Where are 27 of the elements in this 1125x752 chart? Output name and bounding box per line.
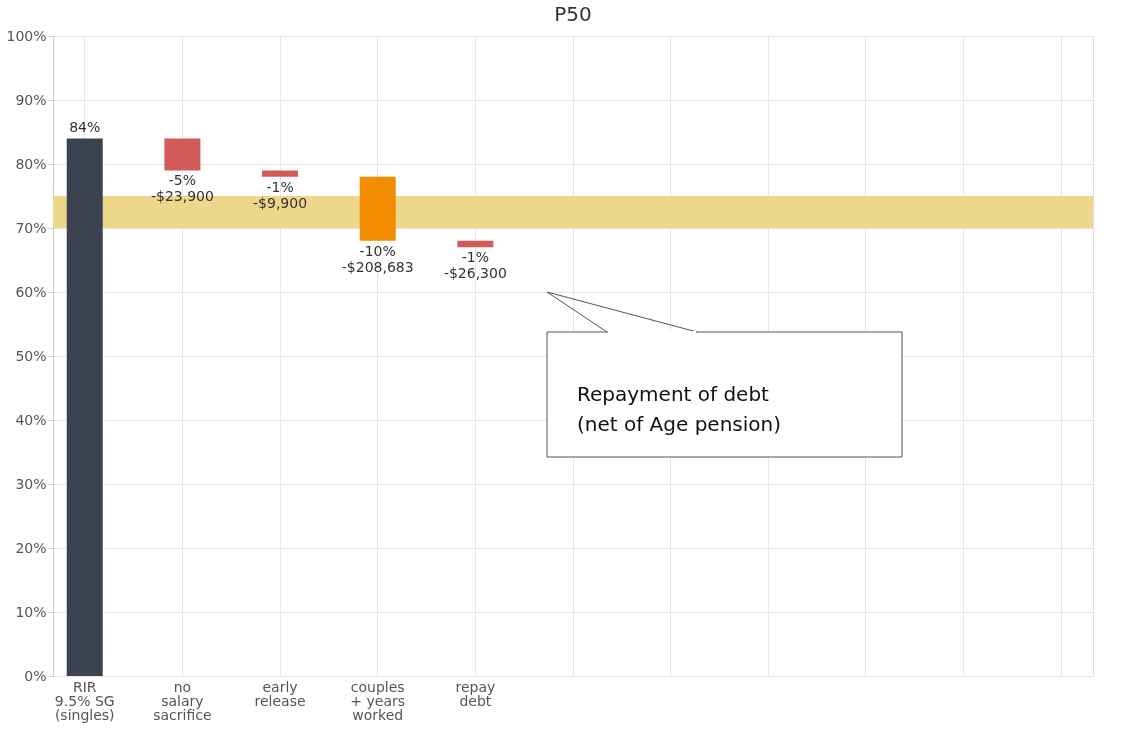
y-tick-label: 10%	[15, 603, 47, 620]
bar	[66, 138, 103, 676]
x-tick-label: couples + years worked	[350, 678, 406, 723]
data-label: -1% -$26,300	[443, 249, 507, 282]
annotation: Repayment of debt (net of Age pension)	[577, 381, 782, 436]
x-tick-label: repay debt	[455, 678, 496, 709]
x-tick-label: no salary sacrifice	[153, 678, 212, 723]
data-label: -10% -$208,683	[341, 242, 414, 275]
y-tick-label: 80%	[15, 155, 47, 172]
y-tick-label: 100%	[6, 27, 47, 44]
y-tick-label: 90%	[15, 91, 47, 108]
bar	[262, 170, 299, 177]
y-tick-label: 70%	[15, 219, 47, 236]
y-tick-label: 40%	[15, 411, 47, 428]
chart-title: P50	[554, 2, 592, 26]
bar	[359, 176, 396, 241]
y-tick-label: 50%	[15, 347, 47, 364]
y-tick-label: 20%	[15, 539, 47, 556]
x-tick-label: early release	[254, 678, 306, 709]
data-label: 84%	[69, 119, 101, 136]
y-tick-label: 30%	[15, 475, 47, 492]
x-tick-label: RIR 9.5% SG (singles)	[54, 678, 115, 723]
y-tick-label: 60%	[15, 283, 47, 300]
bar	[457, 240, 494, 248]
bar	[164, 138, 201, 171]
y-tick-label: 0%	[24, 667, 47, 684]
data-label: -1% -$9,900	[253, 178, 308, 211]
